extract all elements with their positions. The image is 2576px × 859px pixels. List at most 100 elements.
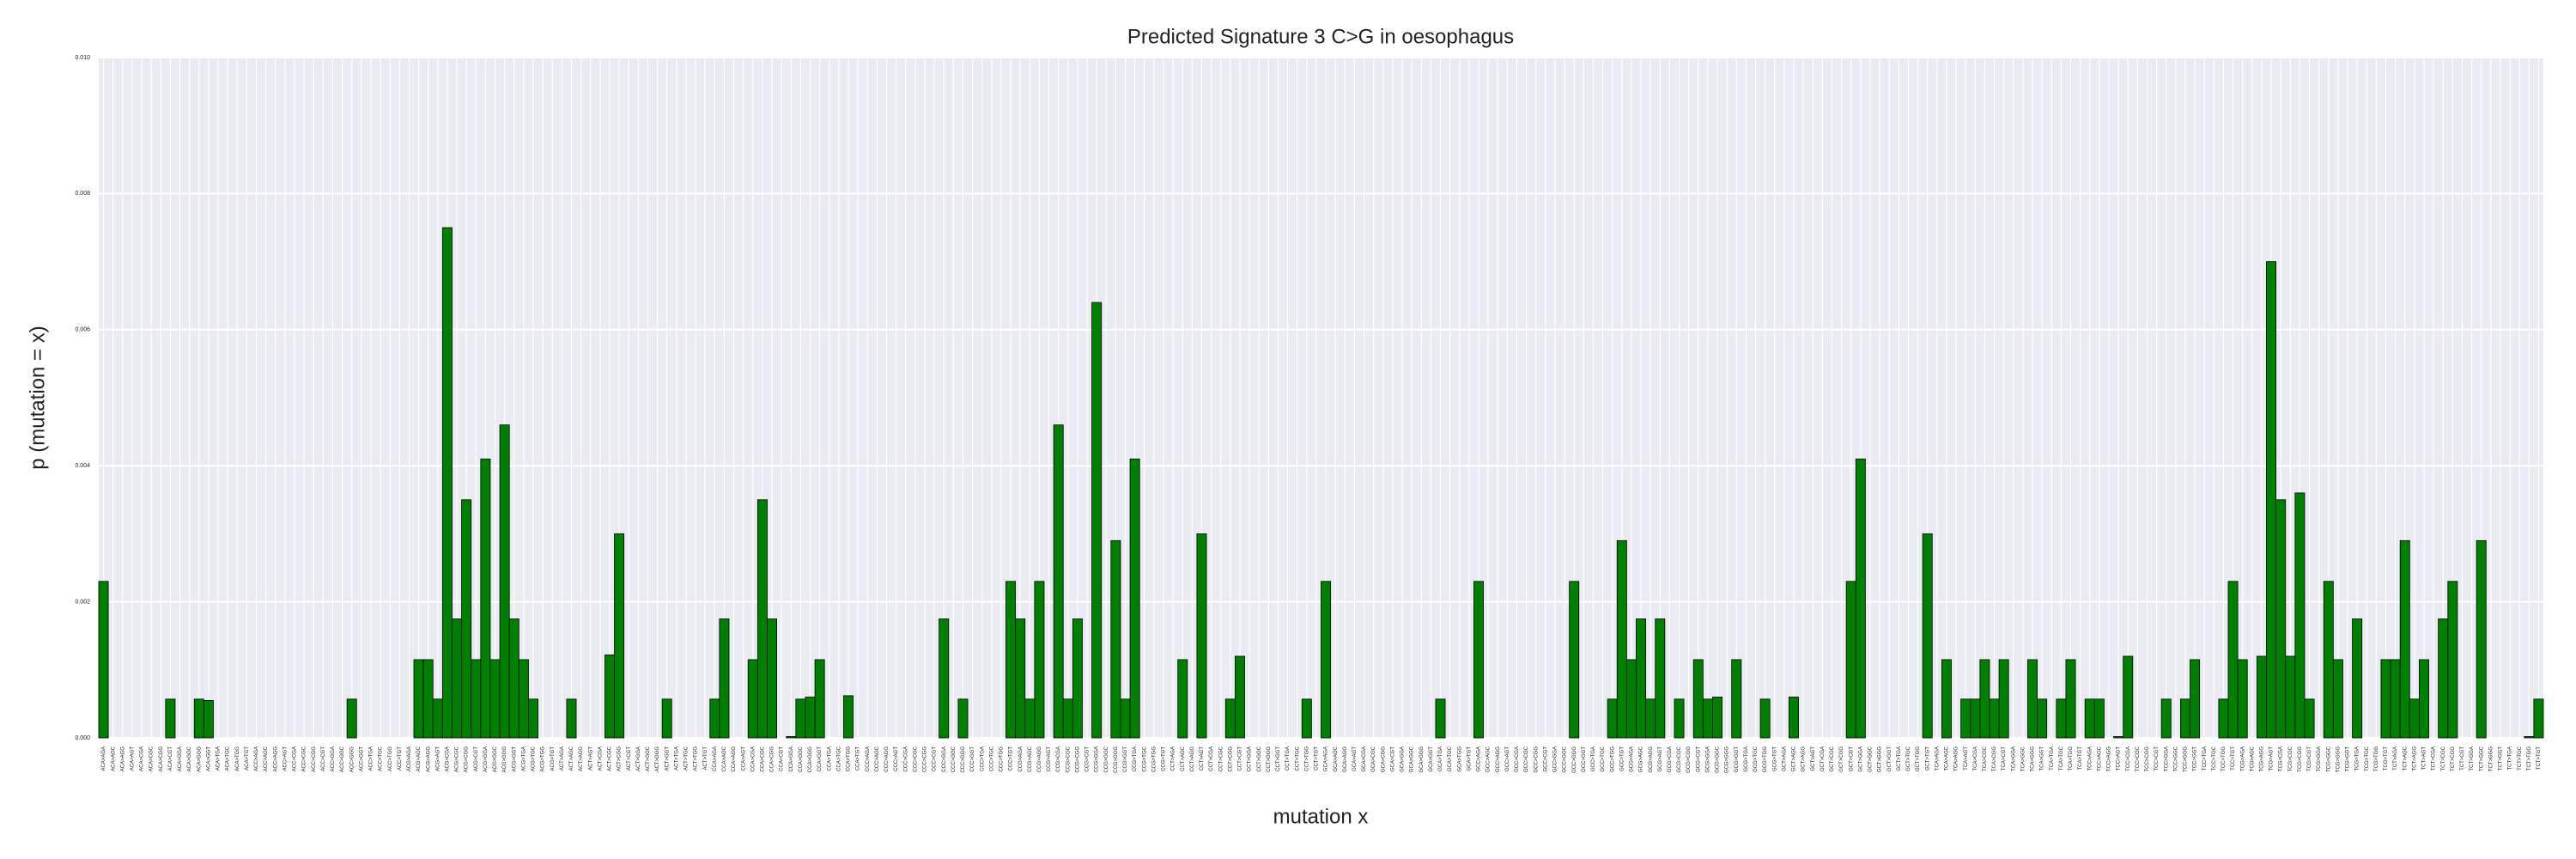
x-tick-label: TCG>CGA: [2279, 746, 2284, 771]
x-tick-label: ACC>TGC: [379, 746, 384, 771]
x-tick-label: ACA>CGT: [168, 746, 173, 771]
x-tick-label: CCC>GGG: [961, 746, 966, 773]
bar: [432, 698, 443, 739]
y-tick-label: 0.006: [75, 327, 90, 333]
x-tick-label: ACG>TGT: [550, 746, 556, 771]
x-tick-label: TCG>TGG: [2374, 746, 2379, 772]
x-tick-label: GCT>GGT: [1887, 746, 1893, 772]
x-tick-label: CCT>TGC: [1295, 746, 1300, 771]
x-tick-label: TCG>GGT: [2346, 746, 2351, 772]
x-tick-label: CCT>AGT: [1200, 746, 1205, 771]
x-tick-label: GCA>GGA: [1400, 746, 1406, 772]
bar: [1712, 697, 1722, 739]
x-tick-label: ACC>CGG: [312, 746, 317, 772]
x-tick-label: TCA>TGT: [2078, 746, 2083, 771]
x-tick-label: GCT>GGG: [1878, 746, 1883, 773]
x-tick-label: TCG>AGA: [2240, 746, 2245, 771]
x-tick-label: TCA>CGC: [1983, 746, 1988, 771]
x-tick-label: GCT>GGA: [1858, 746, 1863, 772]
x-tick-label: GCG>AGC: [1639, 746, 1644, 772]
x-tick-label: GCT>AGC: [1792, 746, 1797, 771]
bar: [2438, 618, 2449, 739]
x-tick-label: ACT>AGG: [579, 746, 584, 771]
x-tick-label: GCA>AGC: [1334, 746, 1339, 771]
x-tick-label: ACT>GGG: [655, 746, 660, 772]
x-tick-label: TCC>GGT: [2193, 746, 2198, 771]
bar: [2190, 659, 2201, 739]
x-tick-label: CCA>CGC: [760, 746, 765, 771]
bar: [2390, 659, 2401, 739]
x-tick-label: ACA>CGC: [149, 746, 155, 771]
x-tick-label: ACT>CGA: [598, 746, 603, 771]
x-tick-label: CCC>GGC: [951, 746, 957, 772]
x-tick-label: TCT>TGC: [2518, 746, 2523, 770]
bar: [1224, 698, 1236, 739]
x-tick-label: GCG>TGC: [1753, 746, 1759, 772]
x-tick-label: CCG>GGT: [1123, 746, 1128, 772]
bar: [2218, 698, 2229, 739]
x-tick-label: GCC>AGG: [1496, 746, 1501, 773]
x-tick-label: TCC>TGC: [2212, 746, 2217, 771]
bar: [1692, 659, 1704, 739]
x-tick-label: TCG>GGG: [2336, 746, 2341, 773]
bar: [1845, 581, 1856, 739]
x-tick-label: GCA>TGG: [1457, 746, 1462, 772]
x-tick-label: CCA>TGC: [836, 746, 841, 771]
x-tick-label: ACT>TGT: [703, 746, 708, 771]
x-tick-label: GCA>GGT: [1429, 746, 1434, 772]
bar: [1005, 581, 1017, 739]
bar: [2084, 698, 2095, 739]
bar: [805, 697, 816, 739]
x-tick-label: TCT>AGC: [2403, 746, 2408, 771]
x-tick-label: GCT>CGA: [1820, 746, 1826, 771]
x-tick-label: ACG>TGG: [541, 746, 546, 772]
x-tick-label: TCC>TGT: [2231, 746, 2236, 771]
x-tick-label: CCA>GGG: [808, 746, 813, 773]
bar: [1053, 424, 1064, 739]
x-tick-label: TCT>CGG: [2451, 746, 2456, 771]
bar: [614, 533, 625, 739]
bar: [2056, 698, 2067, 739]
x-tick-label: ACT>TGA: [674, 746, 679, 771]
x-tick-label: ACA>TGT: [245, 746, 250, 771]
bar: [1607, 698, 1618, 739]
x-tick-label: GCA>TGT: [1467, 746, 1472, 771]
x-tick-label: ACA>GGT: [206, 746, 211, 771]
bar: [489, 659, 501, 739]
x-tick-label: ACG>AGC: [416, 746, 422, 771]
x-tick-label: GCT>CGG: [1839, 746, 1844, 772]
x-tick-label: TCC>GGC: [2173, 746, 2178, 771]
x-tick-label: CCA>AGT: [741, 746, 746, 771]
x-tick-label: CCT>TGG: [1304, 746, 1309, 771]
y-tick-label: 0.000: [75, 735, 90, 741]
x-tick-label: GCG>TGG: [1763, 746, 1768, 773]
x-tick-label: ACT>TGG: [694, 746, 699, 771]
x-tick-label: CCC>CGT: [933, 746, 938, 772]
x-tick-label: GCT>TGC: [1906, 746, 1911, 771]
bar: [2027, 659, 2038, 739]
bar: [767, 618, 777, 739]
x-tick-label: GCC>GGA: [1553, 746, 1558, 772]
bar: [2332, 659, 2343, 739]
bar: [1435, 698, 1446, 739]
bar: [2256, 655, 2267, 739]
bar: [2285, 655, 2296, 739]
bar: [2275, 499, 2287, 739]
bar: [480, 458, 491, 739]
bar: [508, 618, 519, 739]
x-tick-label: CCC>AGG: [884, 746, 890, 772]
x-tick-label: GCG>TGT: [1772, 746, 1777, 772]
x-tick-label: CCA>GGC: [799, 746, 804, 772]
x-tick-label: CCA>CGT: [780, 746, 785, 771]
x-tick-label: TCT>AGT: [2422, 746, 2427, 771]
x-tick-label: TCG>TGT: [2384, 746, 2389, 771]
x-tick-label: ACA>GGC: [187, 746, 192, 771]
x-tick-label: TCA>AGG: [1954, 746, 1959, 771]
bar: [1998, 659, 2009, 739]
x-tick-label: TCA>TGC: [2059, 746, 2064, 771]
x-tick-label: ACT>CGC: [608, 746, 613, 771]
bar: [1970, 698, 1981, 739]
x-tick-label: CCA>AGA: [713, 746, 718, 771]
x-tick-label: GCG>TGA: [1744, 746, 1749, 772]
y-tick-label: 0.004: [75, 463, 90, 469]
